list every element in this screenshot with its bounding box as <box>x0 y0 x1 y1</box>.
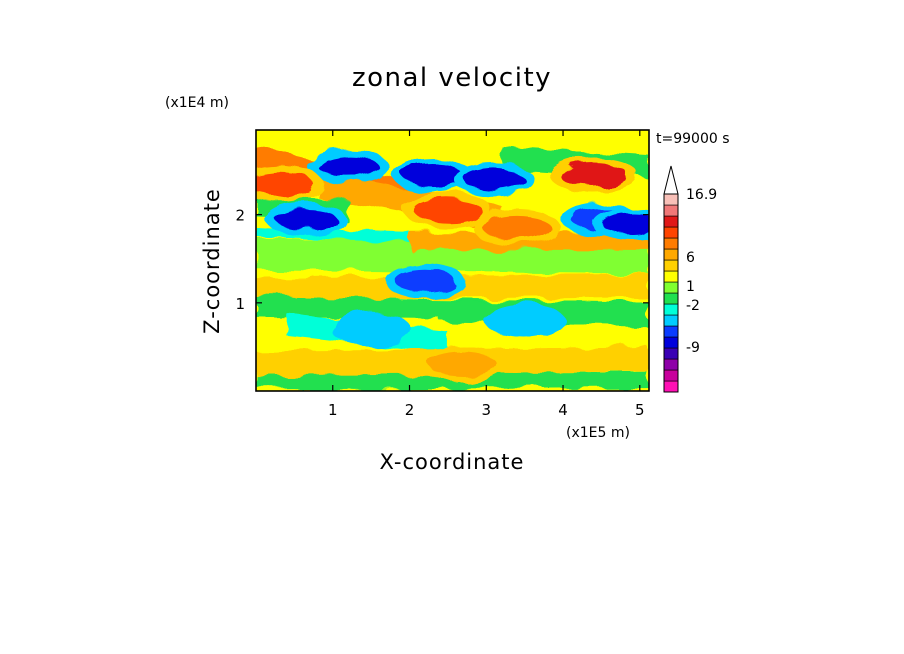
colorbar-segment <box>663 358 679 371</box>
colorbar-segment <box>663 270 679 283</box>
contour-core <box>429 352 498 377</box>
contour-core <box>394 269 455 292</box>
colorbar-segment <box>663 248 679 261</box>
colorbar-segment <box>663 237 679 250</box>
contour-core <box>494 309 555 332</box>
colorbar-segment <box>663 193 679 206</box>
colorbar-segment <box>663 303 679 316</box>
colorbar-frame <box>663 193 679 393</box>
contour-core <box>275 208 336 231</box>
colorbar-segment <box>663 314 679 327</box>
x-tick-label: 2 <box>405 401 415 419</box>
x-tick-label: 3 <box>482 401 492 419</box>
y-axis-ticks: 12 <box>235 207 649 313</box>
contour-core <box>256 171 314 196</box>
contour-field-shapes <box>256 130 649 391</box>
x-scale-label: (x1E5 m) <box>566 425 630 441</box>
y-tick-label: 2 <box>235 207 245 225</box>
time-label: t=99000 s <box>656 131 730 147</box>
x-axis-ticks: 1 2 3 4 5 <box>328 130 645 419</box>
colorbar-label: 16.9 <box>686 187 717 203</box>
contour-core <box>463 168 524 191</box>
colorbar-segment <box>663 347 679 360</box>
y-axis-label: Z-coordinate <box>200 188 224 334</box>
chart-title: zonal velocity <box>352 63 552 93</box>
contour-core <box>559 162 628 187</box>
contour-core <box>602 212 649 235</box>
colorbar-label: 1 <box>686 279 695 295</box>
colorbar-segment <box>663 226 679 239</box>
colorbar-segment <box>663 281 679 294</box>
x-tick-label: 4 <box>558 401 568 419</box>
colorbar: 16.9 6 1 -2 -9 <box>663 165 717 393</box>
contour-core <box>402 163 463 186</box>
colorbar-segment <box>663 292 679 305</box>
colorbar-segment <box>663 259 679 272</box>
contour-core <box>341 318 402 341</box>
plot-frame <box>255 129 650 392</box>
colorbar-extend-arrow <box>663 165 679 195</box>
y-scale-label: (x1E4 m) <box>165 95 229 111</box>
colorbar-segment <box>663 325 679 338</box>
colorbar-segment <box>663 204 679 217</box>
contour-core <box>482 215 551 240</box>
colorbar-label: 6 <box>686 250 695 266</box>
contour-core <box>413 198 482 223</box>
colorbar-segment <box>663 336 679 349</box>
y-tick-label: 1 <box>235 295 245 313</box>
colorbar-label: -2 <box>686 298 700 314</box>
x-tick-label: 5 <box>635 401 645 419</box>
colorbar-label: -9 <box>686 340 700 356</box>
x-tick-label: 1 <box>328 401 338 419</box>
contour-field <box>256 130 649 391</box>
colorbar-segment <box>663 380 679 393</box>
colorbar-segment <box>663 215 679 228</box>
x-axis-label: X-coordinate <box>380 450 525 474</box>
colorbar-segment <box>663 369 679 382</box>
contour-core <box>318 155 379 178</box>
